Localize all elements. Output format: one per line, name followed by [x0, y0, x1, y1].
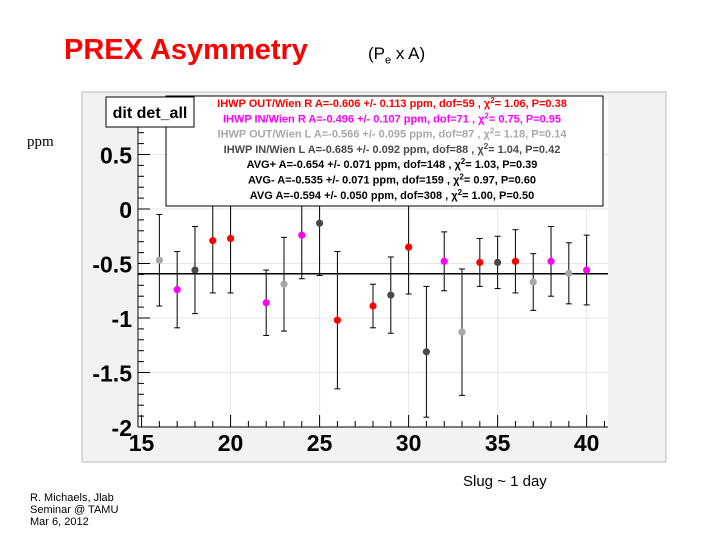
legend-entry-stats: = 1.00, P=0.50 — [462, 190, 534, 202]
data-point — [440, 257, 448, 265]
hist-title-box — [105, 96, 195, 128]
y-tick-label: 0 — [119, 197, 132, 223]
subtitle-sub: e — [385, 54, 392, 67]
data-point — [262, 299, 270, 307]
x-tick-label: 25 — [307, 430, 333, 456]
subtitle-rest: x A) — [391, 44, 426, 63]
legend-entry-stats: = 0.97, P=0.60 — [464, 175, 536, 187]
legend-entry: AVG- A=-0.535 +/- 0.071 ppm, dof=159 , χ… — [248, 173, 536, 187]
legend-entry-stats: = 1.06, P=0.38 — [495, 98, 567, 110]
legend-entry-text: IHWP OUT/Wien L A=-0.566 +/- 0.095 ppm, … — [218, 129, 484, 141]
footer-line-date: Mar 6, 2012 — [30, 516, 89, 528]
data-point — [565, 269, 573, 277]
data-point — [298, 231, 306, 239]
legend-entry: IHWP OUT/Wien R A=-0.606 +/- 0.113 ppm, … — [217, 96, 567, 110]
y-tick-label: -2 — [112, 415, 132, 441]
data-point — [173, 286, 181, 294]
legend-entry: IHWP OUT/Wien L A=-0.566 +/- 0.095 ppm, … — [218, 127, 568, 141]
legend-entry-text: AVG- A=-0.535 +/- 0.071 ppm, dof=159 , — [248, 175, 453, 187]
x-tick-label: 40 — [574, 430, 600, 456]
chi-symbol: χ — [454, 159, 461, 171]
data-point — [583, 266, 591, 274]
chi-symbol: χ — [484, 98, 491, 110]
y-tick-label: -0.5 — [92, 252, 132, 278]
legend-entry: IHWP IN/Wien L A=-0.685 +/- 0.092 ppm, d… — [224, 142, 561, 156]
chi-symbol: χ — [483, 129, 490, 141]
data-point — [315, 219, 324, 227]
data-point — [458, 328, 466, 336]
data-point — [422, 348, 431, 356]
legend-entry-stats: = 1.03, P=0.39 — [465, 159, 537, 171]
data-point — [405, 243, 413, 251]
page-subtitle: (Pe x A) — [368, 44, 425, 66]
legend-entry: AVG+ A=-0.654 +/- 0.071 ppm, dof=148 , χ… — [247, 157, 538, 171]
x-tick-label: 20 — [218, 430, 244, 456]
legend-entry-text: AVG+ A=-0.654 +/- 0.071 ppm, dof=148 , — [247, 159, 455, 171]
page-title: PREX Asymmetry — [64, 34, 308, 66]
data-point — [209, 237, 217, 245]
data-point — [333, 316, 341, 324]
chi-exponent: 2 — [490, 127, 495, 136]
legend-entry-stats: = 0.75, P=0.95 — [489, 113, 561, 125]
legend-entry-text: IHWP IN/Wien L A=-0.685 +/- 0.092 ppm, d… — [224, 144, 478, 156]
data-point — [226, 234, 235, 243]
chi-symbol: χ — [477, 144, 484, 156]
footer-line-author: R. Michaels, Jlab — [30, 492, 114, 504]
legend-entry-text: AVG A=-0.594 +/- 0.050 ppm, dof=308 , — [250, 190, 451, 202]
footer-line-venue: Seminar @ TAMU — [30, 504, 119, 516]
data-point — [280, 280, 288, 288]
data-point — [476, 258, 484, 267]
chi-exponent: 2 — [458, 188, 463, 197]
x-tick-label: 35 — [485, 430, 511, 456]
y-tick-label: 0.5 — [100, 143, 132, 169]
chi-symbol: χ — [451, 190, 458, 202]
legend-entry-text: IHWP OUT/Wien R A=-0.606 +/- 0.113 ppm, … — [217, 98, 484, 110]
chi-exponent: 2 — [461, 157, 466, 166]
data-point — [494, 258, 502, 267]
legend-entry: IHWP IN/Wien R A=-0.496 +/- 0.107 ppm, d… — [223, 111, 561, 125]
chi-symbol: χ — [478, 113, 485, 125]
chi-symbol: χ — [453, 175, 460, 187]
data-point — [511, 257, 520, 265]
x-tick-label: 30 — [396, 430, 422, 456]
footer-credit: R. Michaels, Jlab Seminar @ TAMU Mar 6, … — [30, 492, 118, 528]
legend-box — [165, 95, 604, 207]
data-point — [155, 256, 163, 264]
chi-exponent: 2 — [484, 111, 489, 120]
chi-exponent: 2 — [459, 173, 464, 182]
data-point — [529, 278, 537, 286]
y-tick-label: -1.5 — [92, 361, 132, 387]
hist-title: dit det_all — [113, 105, 188, 122]
data-point — [191, 266, 199, 274]
chi-exponent: 2 — [490, 96, 495, 105]
legend-entry-stats: = 1.04, P=0.42 — [488, 144, 560, 156]
data-point — [387, 291, 395, 299]
y-axis-label: ppm — [27, 134, 54, 150]
chi-exponent: 2 — [484, 142, 489, 151]
legend-entry-stats: = 1.18, P=0.14 — [494, 129, 567, 141]
x-tick-label: 15 — [129, 430, 155, 456]
legend-entry: AVG A=-0.594 +/- 0.050 ppm, dof=308 , χ2… — [250, 188, 534, 202]
subtitle-main: (P — [368, 44, 385, 63]
data-point — [547, 257, 555, 265]
legend-entry-text: IHWP IN/Wien R A=-0.496 +/- 0.107 ppm, d… — [223, 113, 478, 125]
y-tick-label: -1 — [112, 306, 133, 332]
x-axis-label: Slug ~ 1 day — [463, 473, 547, 490]
data-point — [369, 302, 377, 310]
